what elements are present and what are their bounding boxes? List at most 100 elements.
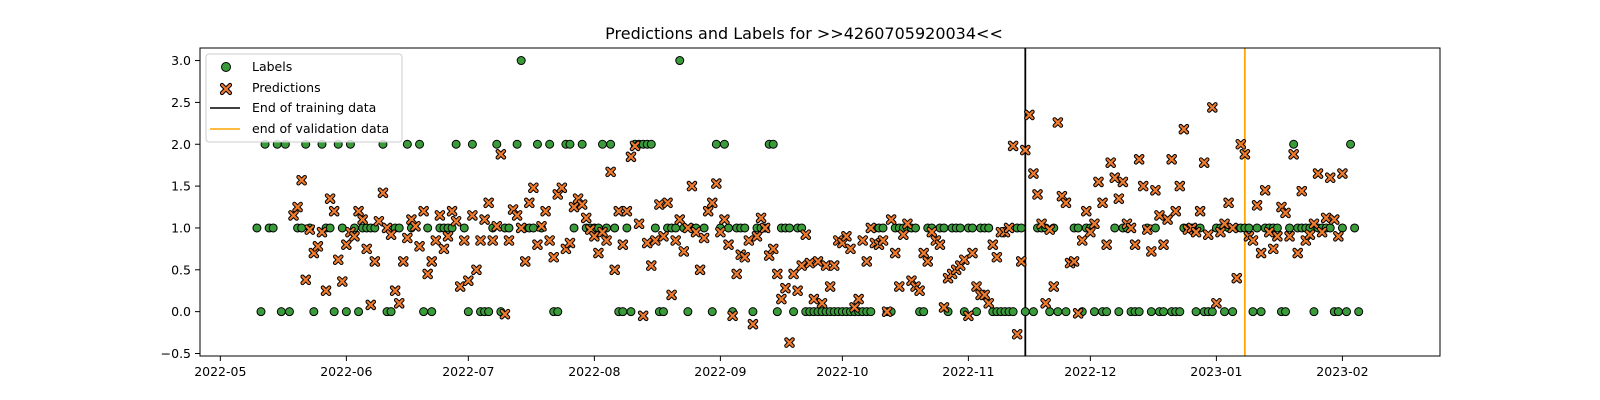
prediction-point	[776, 293, 787, 305]
prediction-point	[625, 151, 637, 163]
label-point	[785, 223, 795, 233]
label-point	[1354, 307, 1364, 317]
prediction-point	[902, 218, 913, 230]
prediction-point	[426, 256, 438, 267]
label-point	[1281, 307, 1291, 317]
prediction-point	[1154, 210, 1165, 221]
prediction-point	[1316, 226, 1328, 238]
prediction-point	[1268, 243, 1279, 255]
prediction-point	[544, 235, 555, 246]
prediction-point	[389, 285, 401, 297]
label-point	[1089, 307, 1099, 317]
prediction-point	[1117, 176, 1129, 188]
prediction-point	[1239, 148, 1251, 160]
prediction-point	[564, 237, 576, 249]
prediction-point	[434, 210, 446, 221]
prediction-point	[1089, 218, 1100, 230]
prediction-point	[1231, 272, 1243, 284]
label-point	[1073, 223, 1083, 233]
prediction-point	[1003, 222, 1015, 234]
label-point	[1256, 307, 1266, 317]
x-tick-label: 2022-09	[694, 364, 746, 379]
label-point	[1309, 307, 1319, 317]
plot-border	[199, 47, 1441, 357]
prediction-point	[1198, 157, 1210, 168]
label-point	[459, 223, 469, 233]
prediction-point	[934, 239, 946, 250]
label-point	[386, 307, 396, 317]
label-point	[1244, 223, 1254, 233]
prediction-point	[1170, 205, 1182, 217]
prediction-point	[1015, 256, 1027, 267]
prediction-point	[845, 243, 856, 255]
prediction-point	[1036, 218, 1047, 230]
label-point	[650, 223, 660, 233]
prediction-point	[1194, 205, 1206, 217]
prediction-point	[702, 205, 714, 217]
reference-lines	[1024, 48, 1246, 356]
prediction-point	[336, 276, 348, 287]
prediction-point	[865, 222, 877, 234]
prediction-point	[666, 289, 677, 301]
prediction-point	[373, 215, 385, 227]
y-tick-label: 3.0	[171, 53, 191, 68]
prediction-point	[1113, 193, 1125, 204]
label-point	[911, 223, 921, 233]
label-point	[1020, 307, 1030, 317]
prediction-point	[889, 247, 901, 259]
prediction-point	[1048, 281, 1060, 292]
prediction-point	[1272, 231, 1283, 242]
prediction-point	[739, 251, 751, 263]
label-point	[606, 139, 616, 149]
prediction-point	[1251, 200, 1263, 211]
prediction-point	[515, 222, 527, 234]
prediction-point	[987, 239, 999, 250]
prediction-point	[662, 197, 673, 209]
prediction-point	[1097, 197, 1108, 209]
prediction-point	[402, 232, 413, 244]
label-point	[516, 56, 526, 66]
label-point	[1134, 307, 1144, 317]
label-point	[658, 307, 668, 317]
prediction-point	[1141, 224, 1153, 235]
label-point	[1272, 223, 1282, 233]
prediction-point	[1028, 168, 1039, 179]
label-point	[341, 307, 351, 317]
label-point	[419, 307, 429, 317]
prediction-point	[597, 226, 608, 238]
label-point	[329, 307, 339, 317]
prediction-point	[1162, 214, 1173, 225]
prediction-point	[788, 268, 799, 280]
label-point	[1333, 307, 1343, 317]
prediction-point	[1081, 205, 1092, 217]
prediction-point	[727, 310, 738, 322]
prediction-point	[353, 205, 364, 217]
prediction-point	[467, 210, 478, 221]
label-point	[569, 223, 579, 233]
prediction-point	[1158, 239, 1169, 250]
prediction-point	[1044, 224, 1055, 235]
x-tick-label: 2023-01	[1190, 364, 1242, 379]
prediction-point	[1137, 180, 1149, 192]
legend-training-text: End of training data	[252, 100, 376, 115]
prediction-point	[885, 214, 897, 225]
legend-box	[205, 53, 403, 143]
prediction-point	[418, 205, 429, 217]
prediction-point	[841, 231, 852, 242]
label-point	[683, 307, 693, 317]
prediction-point	[772, 268, 783, 280]
label-point	[719, 139, 729, 149]
prediction-point	[593, 247, 604, 259]
prediction-point	[1320, 212, 1332, 224]
prediction-point	[1255, 247, 1267, 259]
prediction-point	[1146, 246, 1157, 257]
label-point	[463, 307, 473, 317]
prediction-point	[532, 239, 543, 250]
prediction-point	[1202, 229, 1214, 240]
prediction-point	[576, 199, 588, 210]
prediction-point	[898, 229, 909, 240]
label-point	[1325, 223, 1335, 233]
prediction-point	[812, 256, 824, 267]
label-point	[268, 223, 278, 233]
prediction-point	[385, 229, 397, 240]
